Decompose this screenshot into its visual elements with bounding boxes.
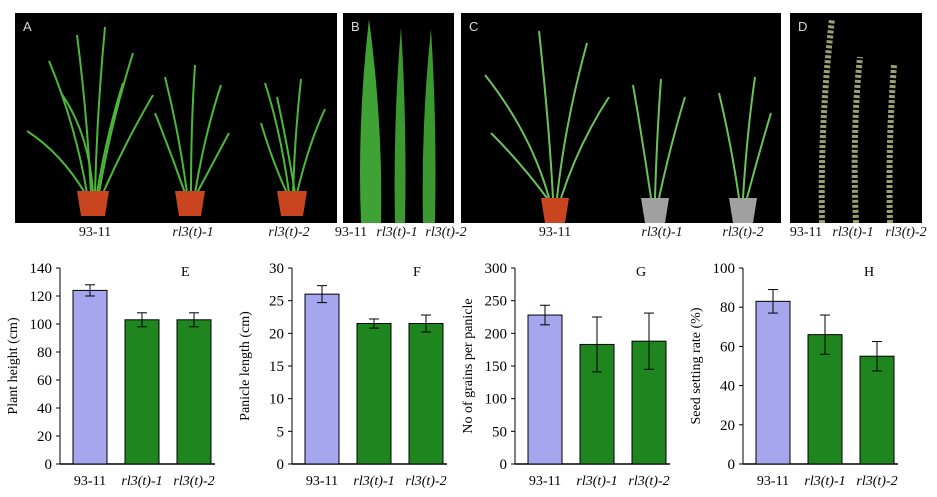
rice-plants-photo-a <box>26 26 326 216</box>
photo-d-label-rl3t1: rl3(t)-1 <box>832 225 874 240</box>
y-tick-label: 40 <box>37 401 52 417</box>
photo-d-label-93-11: 93-11 <box>789 225 823 240</box>
bar-3 <box>176 319 212 465</box>
panel-letter-c: C <box>469 19 479 34</box>
y-tick-label: 200 <box>485 326 508 342</box>
y-tick-label: 0 <box>728 457 736 473</box>
bar-2 <box>356 323 392 465</box>
y-tick-label: 300 <box>485 261 508 277</box>
y-tick-label: 0 <box>45 457 53 473</box>
y-axis-label: Plant height (cm) <box>6 317 21 415</box>
y-tick-label: 20 <box>720 418 735 434</box>
y-axis-label: Panicle length (cm) <box>238 311 253 421</box>
category-label-3: rl3(t)-2 <box>405 474 446 489</box>
y-tick-label: 100 <box>713 261 736 277</box>
y-tick-label: 40 <box>720 379 735 395</box>
category-label-2: rl3(t)-1 <box>804 474 845 489</box>
photo-c-label-rl3t1: rl3(t)-1 <box>641 225 683 240</box>
y-tick-label: 80 <box>720 300 735 316</box>
y-tick-label: 5 <box>277 424 285 440</box>
category-label-1: 93-11 <box>306 474 338 489</box>
y-axis-label: Seed setting rate (%) <box>689 307 704 424</box>
category-label-2: rl3(t)-1 <box>121 474 162 489</box>
chart-h-seed-setting-rate: 0 20 40 60 80 100 Seed setting rate (%) H 93-11 r… <box>683 252 933 492</box>
y-tick-label: 150 <box>485 359 508 375</box>
chart-h-svg: 0 20 40 60 80 100 Seed setting rate (%) H 93-11 r… <box>689 261 898 489</box>
photo-panel-b: B <box>343 13 454 223</box>
chart-g-svg: 0 50 100 150 200 250 300 No of grains per panic… <box>461 261 670 489</box>
photo-d-label-rl3t2: rl3(t)-2 <box>885 225 927 240</box>
chart-g-grains-per-panicle: 0 50 100 150 200 250 300 No of grains per panic… <box>455 252 695 492</box>
y-tick-label: 250 <box>485 294 508 310</box>
y-tick-label: 15 <box>269 359 284 375</box>
photo-c-label-rl3t2: rl3(t)-2 <box>722 225 764 240</box>
rice-panicles-photo-d <box>818 18 897 223</box>
panel-letter-d: D <box>798 19 808 34</box>
y-tick-label: 20 <box>37 429 52 445</box>
category-label-2: rl3(t)-1 <box>353 474 394 489</box>
y-tick-label: 120 <box>30 289 53 305</box>
category-label-2: rl3(t)-1 <box>576 474 617 489</box>
photo-panel-c: C <box>461 13 781 223</box>
photo-c-label-93-11: 93-11 <box>538 225 572 240</box>
chart-e-plant-height: 0 20 40 60 80 100 120 140 Plant height (cm) E 93-1… <box>0 252 240 492</box>
panel-letter-b: B <box>351 19 360 34</box>
photo-a-label-rl3t1: rl3(t)-1 <box>172 225 214 240</box>
panel-letter-a: A <box>23 19 32 34</box>
rice-plants-photo-c <box>484 30 772 223</box>
photo-panel-a: A <box>15 13 337 223</box>
panel-letter-f: F <box>413 265 421 280</box>
y-tick-label: 80 <box>37 345 52 361</box>
y-tick-label: 100 <box>30 317 53 333</box>
y-tick-label: 25 <box>269 294 284 310</box>
rice-leaves-photo-b <box>360 19 436 223</box>
panel-letter-e: E <box>181 265 190 280</box>
photo-a-label-93-11: 93-11 <box>78 225 112 240</box>
photo-panel-d: D <box>790 13 922 223</box>
category-label-1: 93-11 <box>529 474 561 489</box>
bar-1 <box>72 289 108 465</box>
panel-letter-h: H <box>864 265 874 280</box>
photo-b-label-93-11: 93-11 <box>334 225 368 240</box>
bar-1 <box>755 300 791 465</box>
y-tick-label: 0 <box>500 457 508 473</box>
y-tick-label: 100 <box>485 392 508 408</box>
chart-f-svg: 0 5 10 15 20 25 30 Panicle length (cm) F 93-11 rl3… <box>238 261 447 489</box>
chart-e-svg: 0 20 40 60 80 100 120 140 Plant height (cm) E 93-1… <box>6 261 215 489</box>
chart-f-panicle-length: 0 5 10 15 20 25 30 Panicle length (cm) F 93-11 rl3… <box>232 252 472 492</box>
y-tick-label: 50 <box>492 424 507 440</box>
bar-3 <box>859 355 895 465</box>
bar-1 <box>527 314 563 465</box>
y-tick-label: 0 <box>277 457 285 473</box>
category-label-1: 93-11 <box>757 474 789 489</box>
y-tick-label: 60 <box>37 373 52 389</box>
bar-2 <box>124 319 160 465</box>
category-label-1: 93-11 <box>74 474 106 489</box>
y-tick-label: 20 <box>269 326 284 342</box>
bar-3 <box>408 323 444 465</box>
y-tick-label: 30 <box>269 261 284 277</box>
y-tick-label: 140 <box>30 261 53 277</box>
category-label-3: rl3(t)-2 <box>856 474 897 489</box>
panel-letter-g: G <box>636 265 646 280</box>
bar-2 <box>807 334 843 465</box>
y-tick-label: 10 <box>269 392 284 408</box>
photo-b-label-rl3t2: rl3(t)-2 <box>425 225 467 240</box>
y-axis-label: No of grains per panicle <box>461 298 476 433</box>
photo-b-label-rl3t1: rl3(t)-1 <box>376 225 418 240</box>
category-label-3: rl3(t)-2 <box>628 474 669 489</box>
y-tick-label: 60 <box>720 339 735 355</box>
bar-1 <box>304 293 340 465</box>
category-label-3: rl3(t)-2 <box>173 474 214 489</box>
photo-a-label-rl3t2: rl3(t)-2 <box>268 225 310 240</box>
